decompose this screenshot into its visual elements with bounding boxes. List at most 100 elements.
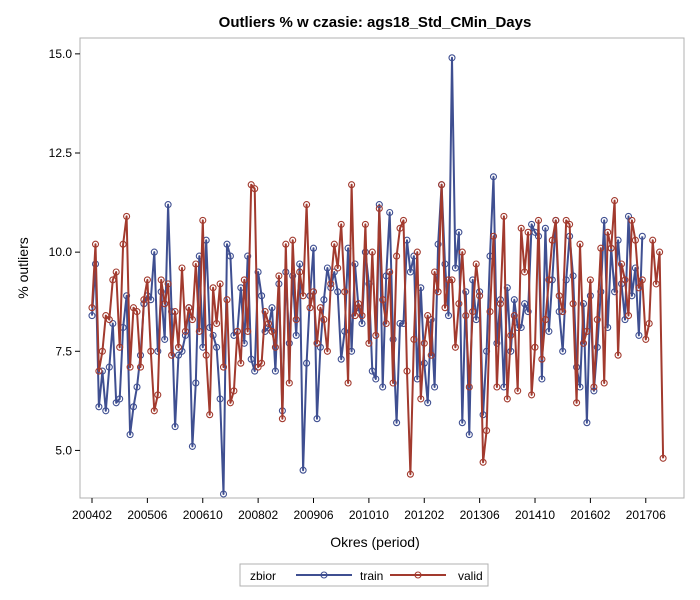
data-point-valid [489, 232, 498, 240]
data-point-valid [517, 224, 525, 232]
chart-title: Outliers % w czasie: ags18_Std_CMin_Days [219, 14, 532, 31]
data-point-valid [514, 387, 522, 395]
legend-label: valid [458, 569, 483, 583]
data-point-valid [424, 312, 432, 320]
x-tick-label: 201410 [515, 508, 555, 522]
data-point-train [448, 54, 456, 62]
data-point-valid [365, 339, 373, 347]
data-point-valid [382, 319, 390, 328]
data-point-train [244, 252, 252, 260]
data-point-valid [552, 216, 560, 224]
data-point-valid [261, 308, 269, 316]
data-point-train [545, 327, 553, 335]
legend-label: train [360, 569, 383, 583]
data-point-valid [136, 363, 145, 371]
y-tick-label: 10.0 [49, 245, 73, 259]
data-point-valid [368, 248, 376, 256]
data-point-train [538, 375, 546, 383]
x-tick-label: 200802 [238, 508, 278, 522]
data-point-valid [354, 300, 363, 308]
data-point-valid [444, 276, 453, 284]
data-point-valid [95, 367, 103, 375]
data-point-valid [133, 308, 141, 316]
data-point-valid [143, 276, 151, 284]
data-point-valid [593, 316, 601, 324]
data-point-train [389, 335, 397, 343]
data-point-valid [327, 280, 335, 288]
data-point-valid [361, 220, 369, 228]
data-point-train [431, 383, 439, 391]
data-point-train [271, 367, 279, 375]
data-point-valid [431, 268, 439, 276]
data-point-train [299, 466, 307, 474]
data-point-valid [389, 379, 397, 387]
data-point-train [341, 327, 349, 335]
data-point-valid [213, 319, 221, 328]
data-point-valid [313, 339, 321, 347]
data-point-valid [476, 292, 484, 300]
data-point-valid [590, 383, 598, 391]
data-point-valid [434, 288, 442, 296]
data-point-valid [573, 399, 581, 407]
data-point-valid [448, 276, 456, 284]
data-point-train [150, 248, 158, 256]
data-point-valid [264, 319, 273, 328]
data-point-train [95, 403, 103, 411]
data-point-valid [645, 319, 653, 328]
data-point-train [583, 419, 591, 427]
data-point-train [320, 296, 328, 304]
data-point-valid [652, 280, 660, 288]
data-point-valid [306, 304, 314, 312]
data-point-valid [566, 220, 574, 228]
x-tick-label: 200610 [183, 508, 223, 522]
data-point-train [434, 240, 442, 248]
data-point-valid [617, 260, 626, 268]
data-point-train [216, 395, 224, 403]
data-point-train [386, 208, 394, 217]
data-point-valid [521, 268, 529, 276]
data-point-valid [631, 236, 639, 244]
data-point-valid [129, 304, 138, 312]
data-point-valid [337, 220, 345, 228]
data-point-valid [285, 379, 293, 387]
data-point-valid [102, 312, 110, 320]
data-point-valid [386, 268, 394, 276]
data-point-train [593, 343, 601, 351]
data-point-train [171, 423, 179, 431]
data-point-train [521, 300, 529, 308]
data-point-valid [659, 454, 667, 462]
data-point-valid [420, 339, 428, 347]
x-axis: 200402 200506 200610 200802 200906 201010 2012… [72, 498, 666, 522]
data-point-valid [237, 359, 245, 367]
data-point-valid [393, 252, 401, 260]
data-point-valid [455, 300, 463, 308]
legend-item-valid: valid [390, 569, 483, 583]
data-point-train [258, 292, 266, 300]
data-point-valid [372, 331, 380, 339]
data-point-valid [188, 316, 196, 324]
data-point-valid [628, 216, 636, 224]
data-point-train [209, 331, 217, 339]
data-point-valid [406, 470, 414, 478]
data-point-train [465, 431, 473, 439]
data-point-valid [98, 347, 106, 355]
data-point-train [133, 383, 141, 391]
data-point-valid [233, 327, 241, 335]
data-point-train [112, 399, 120, 407]
data-point-train [123, 292, 131, 300]
data-point-valid [538, 355, 546, 363]
x-tick-label: 201306 [460, 508, 500, 522]
data-point-train [368, 367, 376, 375]
data-point-train [247, 355, 255, 363]
data-point-valid [624, 312, 633, 320]
data-point-valid [441, 304, 449, 312]
data-point-valid [185, 304, 193, 312]
data-point-valid [635, 284, 643, 292]
legend-swatch-marker [414, 571, 422, 579]
data-point-valid [316, 304, 324, 312]
data-point-valid [462, 312, 470, 320]
data-point-valid [268, 327, 276, 335]
data-point-valid [275, 272, 283, 280]
data-point-train [178, 347, 186, 355]
